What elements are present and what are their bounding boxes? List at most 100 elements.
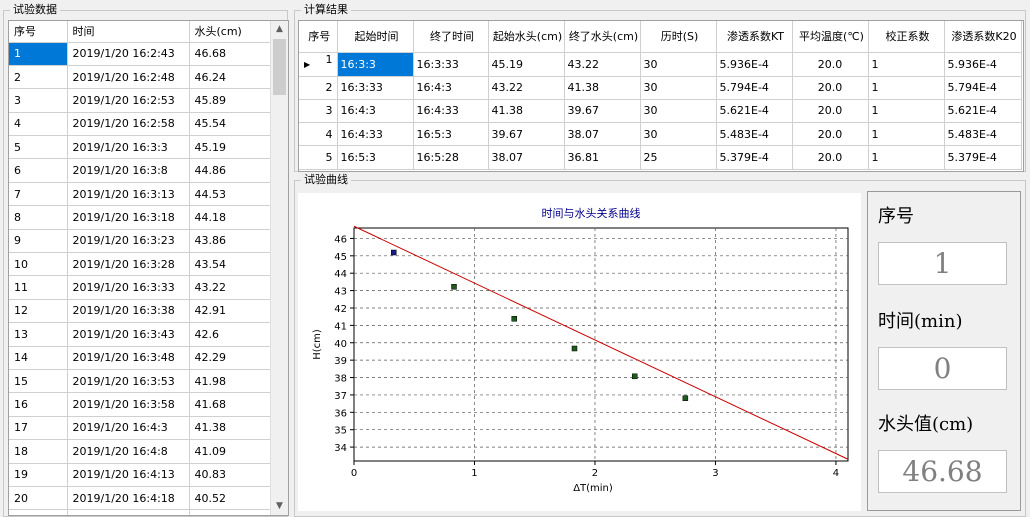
table-row[interactable]: 9 2019/1/20 16:3:23 43.86 [9,229,272,254]
table-row[interactable]: 13 2019/1/20 16:3:43 42.6 [9,322,272,347]
col-header-seq[interactable]: 序号 [9,21,68,43]
table-row[interactable]: 18 2019/1/20 16:4:8 41.09 [9,439,272,464]
row-head[interactable]: 42.29 [189,346,272,370]
row-head[interactable]: 40.23 [189,509,272,515]
row-seq[interactable]: 4 [9,112,68,137]
row-seq[interactable]: 21 [9,509,68,515]
row-seq[interactable]: 13 [9,322,68,347]
row-time[interactable]: 2019/1/20 16:3:58 [67,392,190,417]
table-row[interactable]: 2 2019/1/20 16:2:48 46.24 [9,65,272,90]
row-time[interactable]: 2019/1/20 16:4:8 [67,439,190,464]
res-avg-temp[interactable]: 20.0 [792,145,869,170]
row-seq[interactable]: 10 [9,252,68,277]
res-avg-temp[interactable]: 20.0 [792,52,869,77]
res-col-kt[interactable]: 渗透系数KT [716,21,793,53]
res-col-seq[interactable]: 序号 [299,21,338,53]
res-end-time[interactable]: 16:3:33 [413,52,489,77]
res-correction[interactable]: 1 [868,76,945,100]
row-head[interactable]: 45.89 [189,88,272,113]
res-col-start-head[interactable]: 起始水头(cm) [488,21,565,53]
res-avg-temp[interactable]: 20.0 [792,122,869,147]
row-time[interactable]: 2019/1/20 16:3:13 [67,182,190,207]
scroll-up-icon[interactable]: ▲ [276,24,283,34]
table-row[interactable]: 3 2019/1/20 16:2:53 45.89 [9,88,272,113]
table-row[interactable]: 3 16:4:3 16:4:33 41.38 39.67 30 5.621E-4 20.0 1 5… [299,99,1022,124]
res-k20[interactable]: 5.794E-4 [944,76,1022,100]
res-seq[interactable]: 3 [299,99,338,124]
row-head[interactable]: 46.24 [189,65,272,90]
res-avg-temp[interactable]: 20.0 [792,76,869,100]
res-start-head[interactable]: 43.22 [488,76,565,100]
row-seq[interactable]: 7 [9,182,68,207]
row-head[interactable]: 41.09 [189,439,272,464]
row-seq[interactable]: 3 [9,88,68,113]
row-seq[interactable]: 5 [9,135,68,160]
row-head[interactable]: 43.22 [189,275,272,300]
row-seq[interactable]: 9 [9,229,68,254]
test-data-grid[interactable]: 序号 时间 水头(cm) 1 2019/1/20 16:2:43 46.68 2 201… [8,20,289,516]
row-time[interactable]: 2019/1/20 16:3:33 [67,275,190,300]
scroll-down-icon[interactable]: ▼ [276,501,283,511]
res-col-k20[interactable]: 渗透系数K20 [944,21,1022,53]
table-row[interactable]: 14 2019/1/20 16:3:48 42.29 [9,346,272,370]
row-time[interactable]: 2019/1/20 16:3:23 [67,229,190,254]
row-seq[interactable]: 19 [9,463,68,487]
res-correction[interactable]: 1 [868,99,945,124]
res-col-end-time[interactable]: 终了时间 [413,21,489,53]
row-seq[interactable]: 8 [9,205,68,230]
table-row[interactable]: 1 2019/1/20 16:2:43 46.68 [9,42,272,66]
res-k20[interactable]: 5.936E-4 [944,52,1022,77]
row-time[interactable]: 2019/1/20 16:3:53 [67,369,190,394]
table-row[interactable]: 4 2019/1/20 16:2:58 45.54 [9,112,272,137]
row-head[interactable]: 46.68 [189,42,272,66]
row-time[interactable]: 2019/1/20 16:4:13 [67,463,190,487]
row-head[interactable]: 41.98 [189,369,272,394]
row-head[interactable]: 41.38 [189,416,272,441]
res-duration[interactable]: 25 [640,145,717,170]
table-row[interactable]: 7 2019/1/20 16:3:13 44.53 [9,182,272,207]
res-seq[interactable]: 5 [299,145,338,170]
row-seq[interactable]: 16 [9,392,68,417]
row-time[interactable]: 2019/1/20 16:2:58 [67,112,190,137]
row-head[interactable]: 40.83 [189,463,272,487]
res-end-head[interactable]: 43.22 [564,52,641,77]
res-kt[interactable]: 5.936E-4 [716,52,793,77]
row-seq[interactable]: 18 [9,439,68,464]
res-start-time[interactable]: 16:5:3 [337,145,414,170]
row-head[interactable]: 42.91 [189,299,272,324]
res-start-time[interactable]: 16:4:3 [337,99,414,124]
table-row[interactable]: 17 2019/1/20 16:4:3 41.38 [9,416,272,441]
row-time[interactable]: 2019/1/20 16:4:23 [67,509,190,515]
table-row[interactable]: 20 2019/1/20 16:4:18 40.52 [9,486,272,511]
row-head[interactable]: 44.18 [189,205,272,230]
table-row[interactable]: 6 2019/1/20 16:3:8 44.86 [9,158,272,183]
row-head[interactable]: 43.86 [189,229,272,254]
row-time[interactable]: 2019/1/20 16:3:43 [67,322,190,347]
res-end-time[interactable]: 16:5:3 [413,122,489,147]
res-duration[interactable]: 30 [640,99,717,124]
res-k20[interactable]: 5.379E-4 [944,145,1022,170]
row-seq[interactable]: 6 [9,158,68,183]
table-row[interactable]: 2 16:3:33 16:4:3 43.22 41.38 30 5.794E-4 20.0 1 5… [299,76,1022,100]
row-seq[interactable]: 1 [9,42,68,66]
res-duration[interactable]: 30 [640,76,717,100]
res-kt[interactable]: 5.621E-4 [716,99,793,124]
row-time[interactable]: 2019/1/20 16:3:8 [67,158,190,183]
res-end-head[interactable]: 39.67 [564,99,641,124]
res-avg-temp[interactable]: 20.0 [792,99,869,124]
table-row[interactable]: ▶ 1 16:3:3 16:3:33 45.19 43.22 30 5.936E-4 20.0 1… [299,52,1022,77]
res-seq[interactable]: 4 [299,122,338,147]
row-time[interactable]: 2019/1/20 16:3:3 [67,135,190,160]
table-row[interactable]: 5 2019/1/20 16:3:3 45.19 [9,135,272,160]
table-row[interactable]: 12 2019/1/20 16:3:38 42.91 [9,299,272,324]
res-start-time[interactable]: 16:3:3 [337,52,414,77]
row-time[interactable]: 2019/1/20 16:3:48 [67,346,190,370]
res-start-head[interactable]: 45.19 [488,52,565,77]
res-k20[interactable]: 5.621E-4 [944,99,1022,124]
res-kt[interactable]: 5.483E-4 [716,122,793,147]
results-grid[interactable]: 序号 起始时间 终了时间 起始水头(cm) 终了水头(cm) 历时(S) 渗透系… [298,20,1024,172]
table-row[interactable]: 15 2019/1/20 16:3:53 41.98 [9,369,272,394]
row-time[interactable]: 2019/1/20 16:3:38 [67,299,190,324]
row-time[interactable]: 2019/1/20 16:4:3 [67,416,190,441]
row-seq[interactable]: 20 [9,486,68,511]
